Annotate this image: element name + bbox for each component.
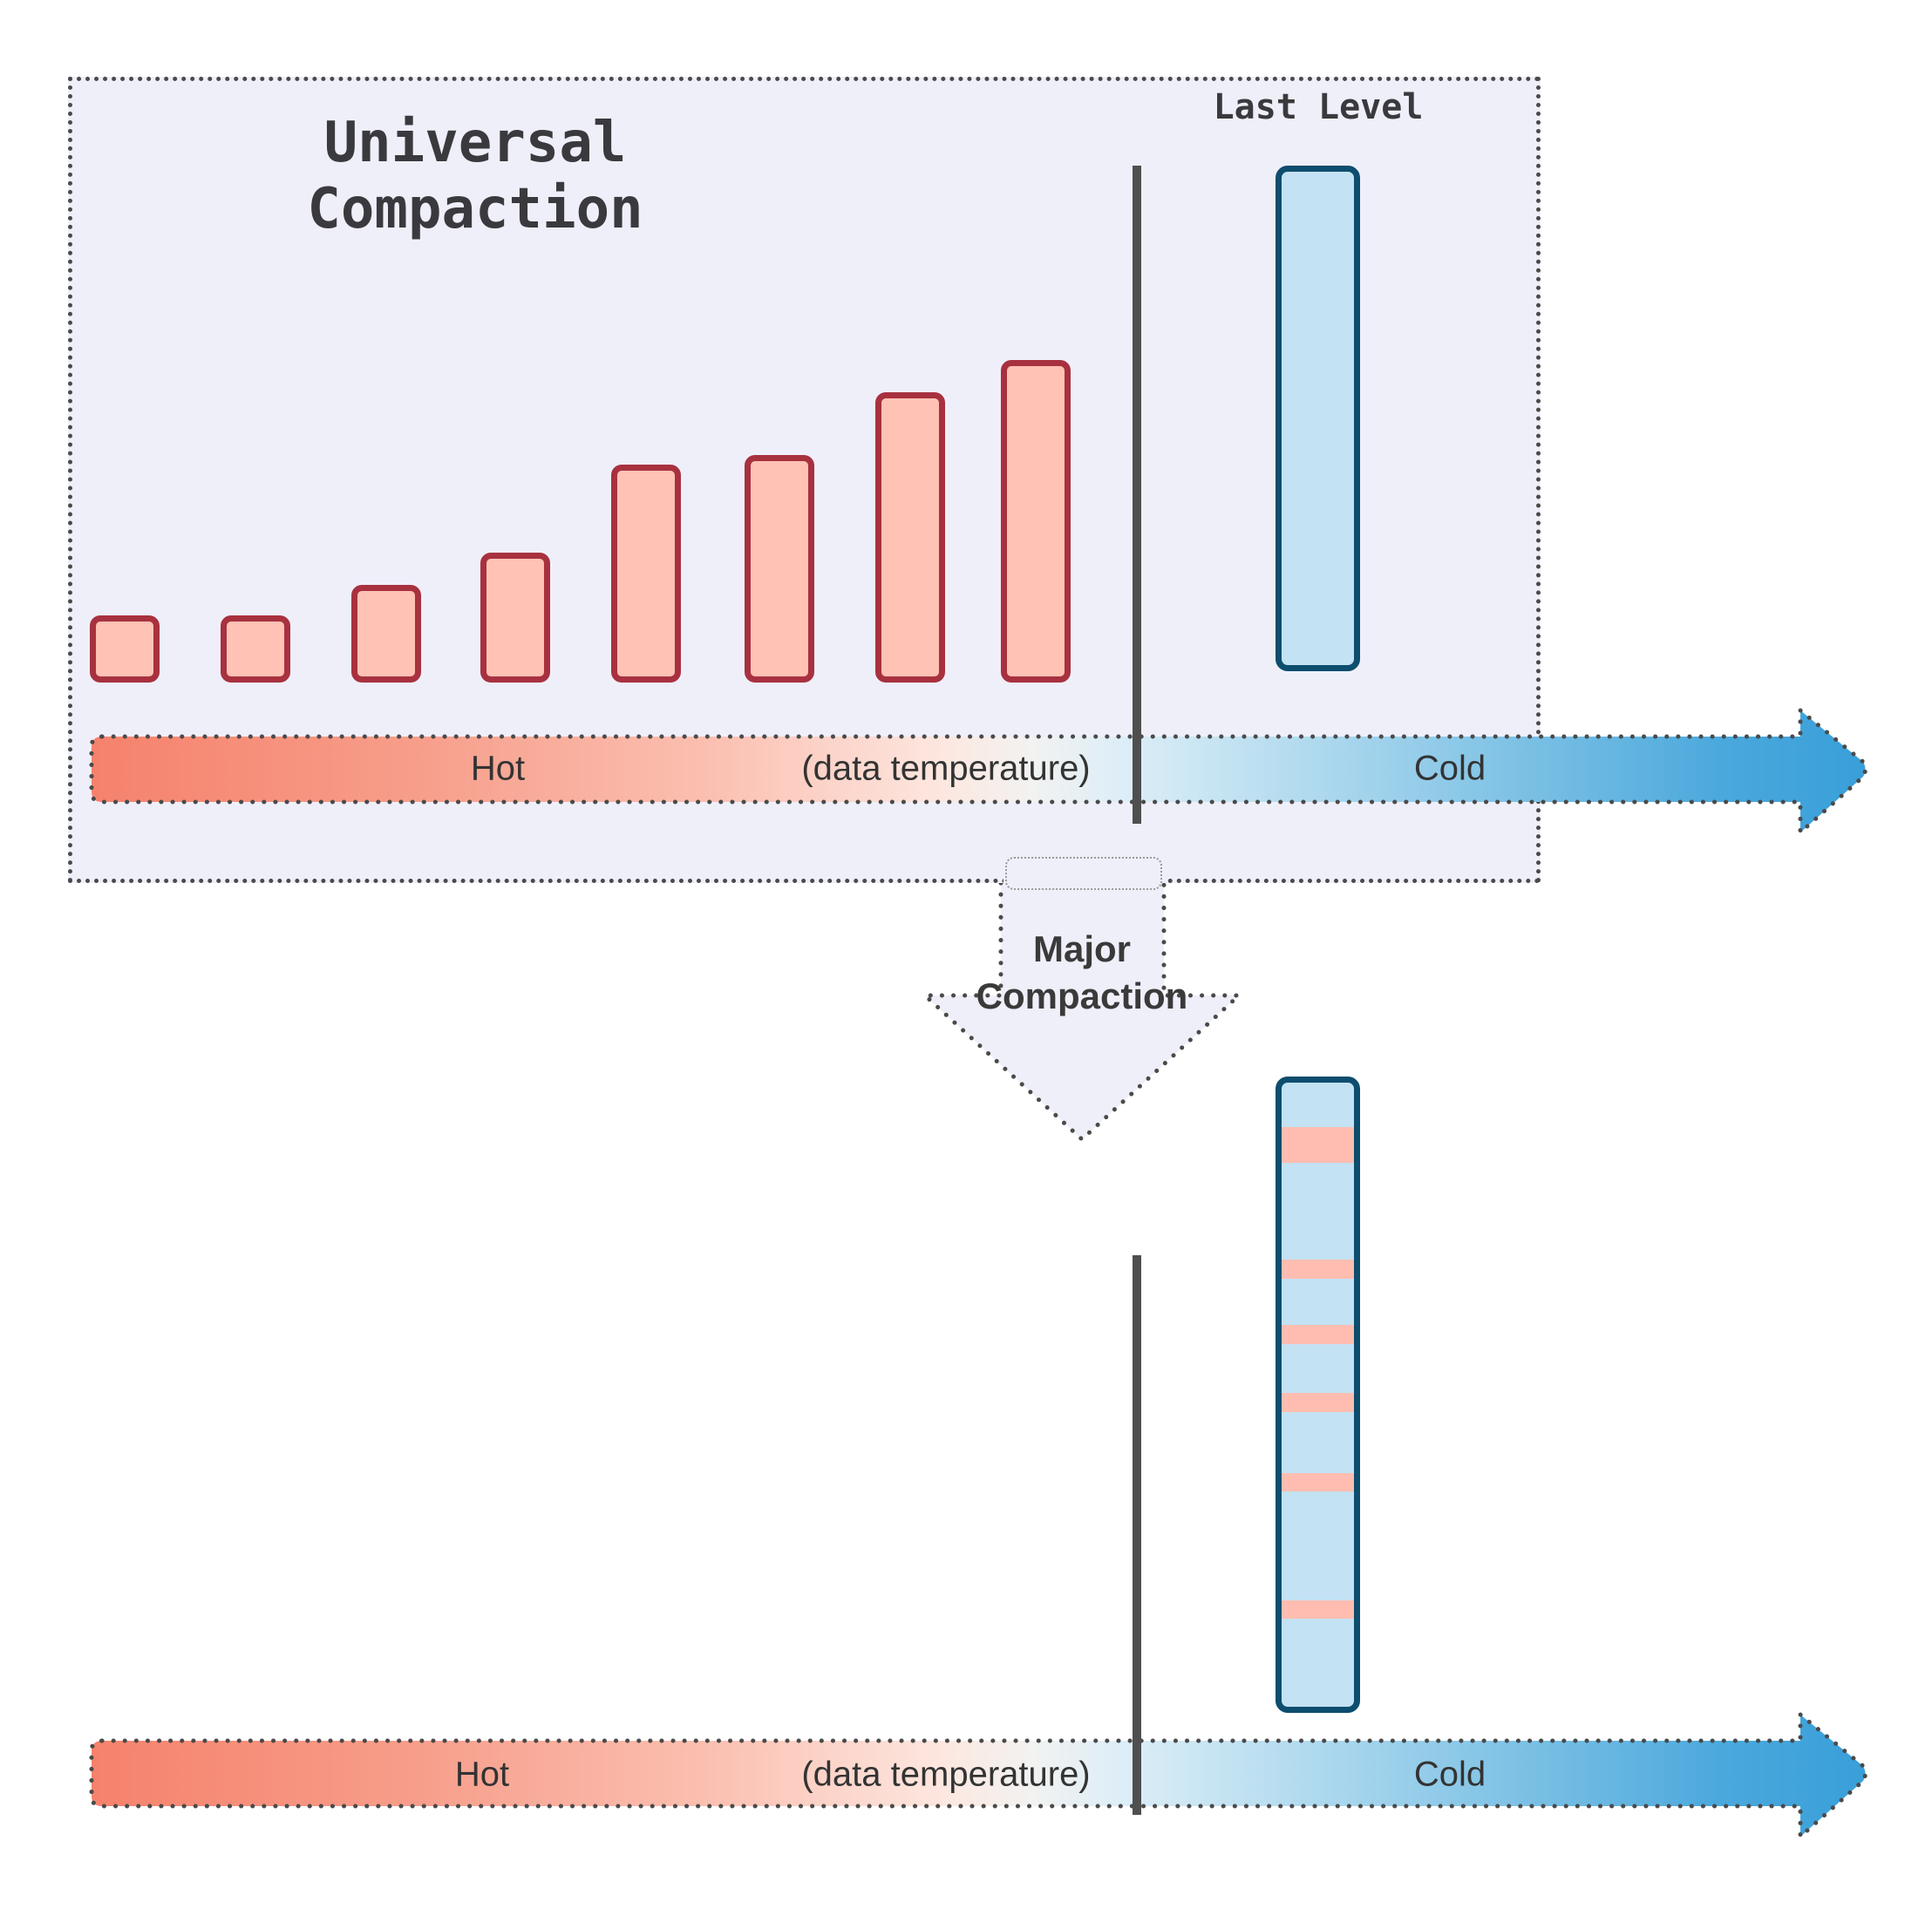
data-temperature-label-bottom: (data temperature) — [801, 1755, 1091, 1794]
major-compaction-label: Major Compaction — [908, 926, 1256, 1020]
data-temperature-label-top: (data temperature) — [801, 749, 1091, 788]
temperature-divider-line-bottom — [1133, 1255, 1141, 1815]
compacted-hot-stripe — [1282, 1600, 1354, 1619]
sorted-run-bar — [351, 585, 421, 683]
panel-title-line2: Compaction — [307, 177, 643, 241]
sorted-run-bar — [480, 553, 550, 683]
major-compaction-line1: Major — [1032, 928, 1131, 969]
sorted-run-bar — [745, 455, 814, 683]
temperature-divider-line-top — [1133, 166, 1141, 824]
sorted-run-bar — [611, 465, 681, 683]
sorted-run-bar — [90, 615, 160, 683]
last-level-label: Last Level — [1213, 87, 1424, 127]
sorted-run-bar — [221, 615, 290, 683]
hot-label-top: Hot — [470, 749, 526, 788]
major-compaction-down-arrow-icon — [921, 883, 1243, 1143]
panel-title-line1: Universal — [323, 111, 627, 175]
major-compaction-line2: Compaction — [976, 975, 1188, 1016]
last-level-bar — [1276, 166, 1360, 671]
compacted-hot-stripe — [1282, 1325, 1354, 1344]
compacted-hot-stripe — [1282, 1260, 1354, 1279]
compacted-hot-stripe — [1282, 1393, 1354, 1412]
panel-title: Universal Compaction — [214, 110, 737, 242]
temperature-gradient-arrow-icon — [89, 1710, 1867, 1841]
sorted-run-bar — [875, 392, 945, 683]
temperature-gradient-arrow-icon — [89, 706, 1867, 837]
cold-label-bottom: Cold — [1413, 1755, 1486, 1794]
cold-label-top: Cold — [1413, 749, 1486, 788]
compacted-hot-stripe — [1282, 1127, 1354, 1163]
arrow-connector-box — [1005, 857, 1162, 890]
hot-label-bottom: Hot — [454, 1755, 510, 1794]
sorted-run-bar — [1001, 360, 1071, 683]
compacted-hot-stripe — [1282, 1473, 1354, 1491]
compacted-last-level-bar — [1276, 1077, 1360, 1713]
